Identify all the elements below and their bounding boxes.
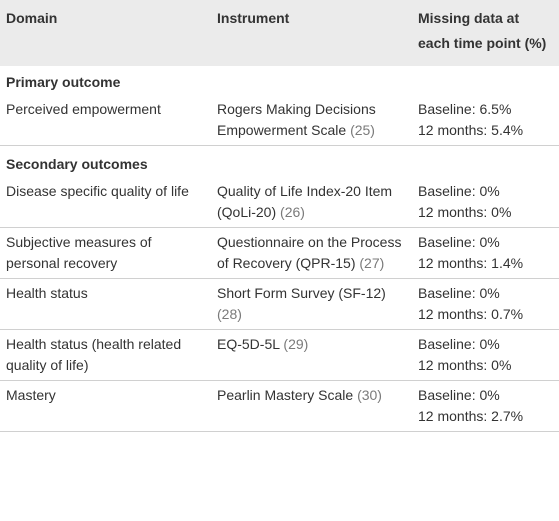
instrument-text: Rogers Making Decisions Empowerment Scal…	[217, 101, 376, 138]
section-row: Primary outcome	[0, 66, 559, 95]
domain-cell: Mastery	[0, 380, 211, 432]
domain-cell: Subjective measures of personal recovery	[0, 227, 211, 279]
reference: (27)	[359, 255, 385, 271]
missing-cell: Baseline: 0% 12 months: 0.7%	[412, 278, 559, 330]
missing-value: 12 months: 1.4%	[418, 255, 524, 271]
missing-value: Baseline: 0%	[418, 183, 500, 199]
missing-value: 12 months: 2.7%	[418, 408, 524, 424]
domain-cell: Perceived empowerment	[0, 95, 211, 146]
reference: (25)	[350, 122, 375, 138]
domain-cell: Health status (health related quality of…	[0, 329, 211, 381]
missing-cell: Baseline: 0% 12 months: 0%	[412, 177, 559, 228]
section-title: Secondary outcomes	[6, 156, 148, 172]
missing-cell: Baseline: 6.5% 12 months: 5.4%	[412, 95, 559, 146]
domain-cell: Disease specific quality of life	[0, 177, 211, 228]
domain-cell: Health status	[0, 278, 211, 330]
instrument-text: Short Form Survey (SF-12)	[217, 285, 386, 301]
reference: (26)	[280, 204, 305, 220]
instrument-cell: Rogers Making Decisions Empowerment Scal…	[211, 95, 412, 146]
instrument-text: Pearlin Mastery Scale	[217, 387, 354, 403]
header-cell: Missing data at each time point (%)	[412, 0, 559, 66]
missing-cell: Baseline: 0% 12 months: 2.7%	[412, 380, 559, 432]
data-row: Health status Short Form Survey (SF-12) (…	[0, 278, 559, 330]
instrument-text: EQ-5D-5L	[217, 336, 280, 352]
section-title: Primary outcome	[6, 74, 121, 90]
data-table: Domain Instrument Missing data at each t…	[0, 0, 559, 432]
missing-cell: Baseline: 0% 12 months: 0%	[412, 329, 559, 381]
missing-value: Baseline: 0%	[418, 234, 500, 250]
reference: (28)	[217, 306, 242, 322]
missing-value: Baseline: 6.5%	[418, 101, 512, 117]
instrument-cell: Short Form Survey (SF-12) (28)	[211, 278, 412, 330]
header-row: Domain Instrument Missing data at each t…	[0, 0, 559, 66]
missing-value: 12 months: 0%	[418, 204, 512, 220]
missing-value: Baseline: 0%	[418, 285, 500, 301]
instrument-cell: Questionnaire on the Process of Recovery…	[211, 227, 412, 279]
data-row: Mastery Pearlin Mastery Scale (30) Baselin…	[0, 380, 559, 432]
section-row: Secondary outcomes	[0, 146, 559, 178]
header-cell: Domain	[0, 0, 211, 66]
reference: (30)	[357, 387, 382, 403]
header-cell: Instrument	[211, 0, 412, 66]
data-row: Perceived empowerment Rogers Making Decis…	[0, 95, 559, 146]
missing-value: 12 months: 5.4%	[418, 122, 524, 138]
missing-value: Baseline: 0%	[418, 336, 500, 352]
data-row: Subjective measures of personal recovery…	[0, 227, 559, 279]
instrument-text: Questionnaire on the Process of Recovery…	[217, 234, 402, 271]
instrument-cell: Quality of Life Index-20 Item (QoLi-20) …	[211, 177, 412, 228]
data-row: Disease specific quality of life Quality …	[0, 177, 559, 228]
reference: (29)	[283, 336, 309, 352]
data-row: Health status (health related quality of…	[0, 329, 559, 381]
missing-cell: Baseline: 0% 12 months: 1.4%	[412, 227, 559, 279]
missing-value: 12 months: 0.7%	[418, 306, 524, 322]
missing-value: Baseline: 0%	[418, 387, 500, 403]
instrument-text: Quality of Life Index-20 Item (QoLi-20)	[217, 183, 393, 220]
instrument-cell: EQ-5D-5L (29)	[211, 329, 412, 381]
table-body: Primary outcome Perceived empowerment Roge…	[0, 66, 559, 432]
missing-value: 12 months: 0%	[418, 357, 512, 373]
instrument-cell: Pearlin Mastery Scale (30)	[211, 380, 412, 432]
